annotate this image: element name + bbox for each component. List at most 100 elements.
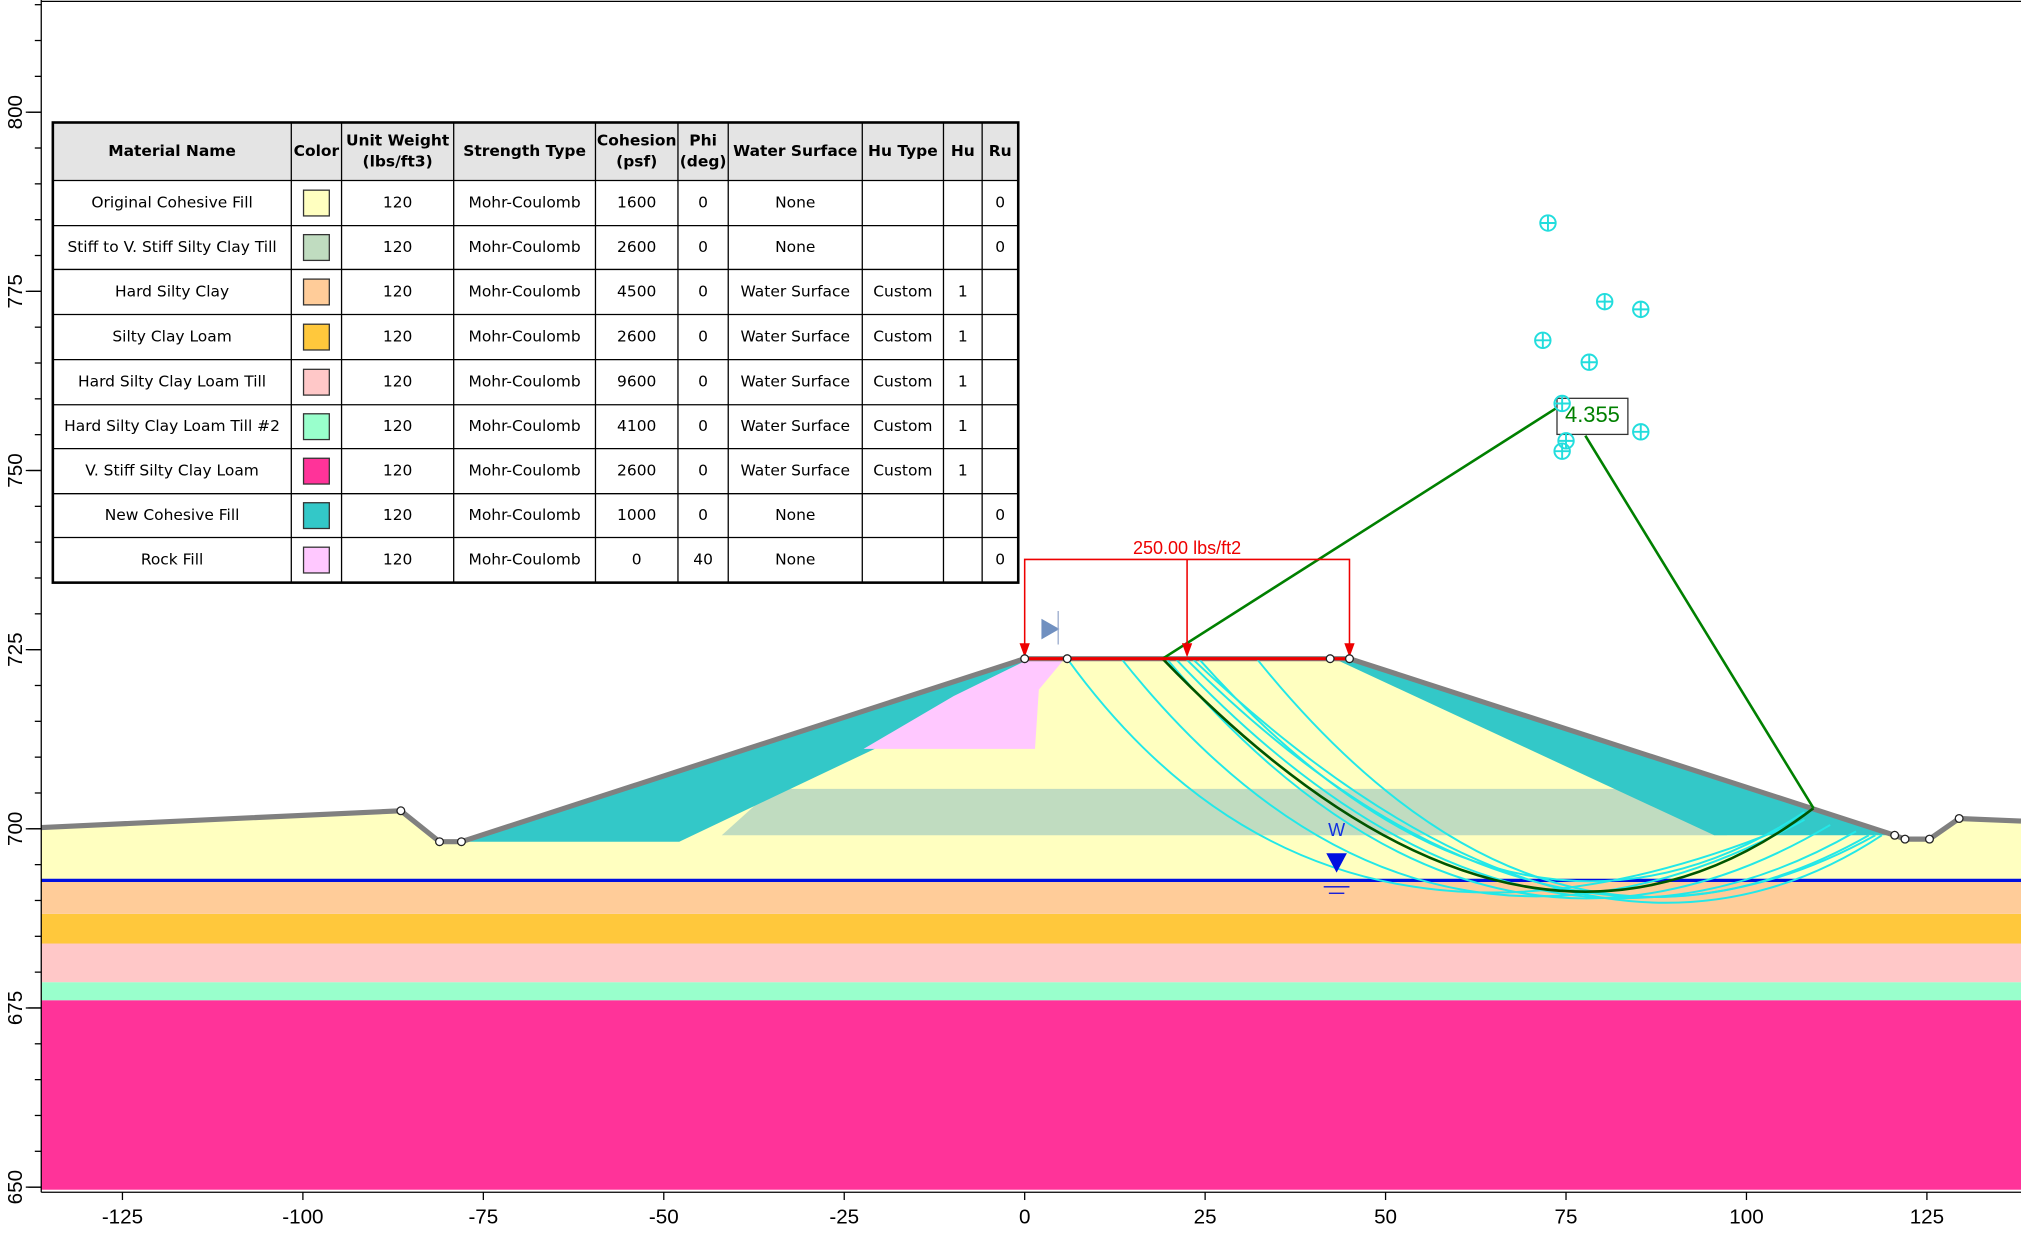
header-text: Material Name xyxy=(108,142,236,160)
x-tick-label: 75 xyxy=(1555,1206,1578,1229)
color-swatch xyxy=(302,457,330,485)
layer xyxy=(41,913,2021,944)
cell-text: Mohr-Coulomb xyxy=(468,417,580,435)
cell-text: 0 xyxy=(995,194,1005,212)
color-swatch xyxy=(302,502,330,530)
load-arrowheads xyxy=(1019,643,1355,658)
slip-surface xyxy=(1120,658,1805,898)
x-tick-label: 25 xyxy=(1194,1206,1217,1229)
cell-text: Custom xyxy=(873,328,932,346)
cell-text: 0 xyxy=(698,506,708,524)
cell-text: Water Surface xyxy=(741,462,850,480)
cell-text: 120 xyxy=(383,328,413,346)
vertex xyxy=(1344,654,1354,664)
x-tick-label: 125 xyxy=(1910,1206,1944,1229)
cell-text: Custom xyxy=(873,282,932,300)
cell-text: 2600 xyxy=(617,238,656,256)
layer xyxy=(41,1000,2021,1190)
cell-text: 1 xyxy=(958,282,968,300)
cell-text: Custom xyxy=(873,417,932,435)
x-tick-label: -50 xyxy=(649,1206,679,1229)
y-tick-label: 650 xyxy=(4,1170,27,1204)
table-border xyxy=(51,121,1020,584)
cell-text: 1600 xyxy=(617,194,656,212)
fos-box xyxy=(1556,397,1629,436)
cell-text: 120 xyxy=(383,462,413,480)
cell-text: None xyxy=(775,506,815,524)
slip-surface xyxy=(1165,658,1831,900)
water-label: W xyxy=(1328,820,1345,840)
vertex xyxy=(1900,834,1910,844)
cell-text: Rock Fill xyxy=(141,551,203,569)
cell-text: 9600 xyxy=(617,373,656,391)
vertex xyxy=(1890,830,1900,840)
x-tick-label: -125 xyxy=(102,1206,143,1229)
slip-centers xyxy=(1534,214,1650,460)
cell-text: Silty Clay Loam xyxy=(112,328,231,346)
cell-text: 120 xyxy=(383,506,413,524)
cell-text: Hard Silty Clay Loam Till #2 xyxy=(64,417,280,435)
center-cross xyxy=(1554,395,1570,412)
y-tick-label: 675 xyxy=(4,991,27,1025)
header-text: Ru xyxy=(989,142,1012,160)
cell-text: 0 xyxy=(698,373,708,391)
center-cross xyxy=(1540,215,1556,231)
vertex xyxy=(456,837,466,847)
header-bg xyxy=(52,122,1019,181)
cell-text: Hard Silty Clay Loam Till xyxy=(78,373,266,391)
cell-text: Stiff to V. Stiff Silty Clay Till xyxy=(67,238,276,256)
cell-text: Mohr-Coulomb xyxy=(468,194,580,212)
cell-text: V. Stiff Silty Clay Loam xyxy=(85,462,259,480)
header-text: Hu Type xyxy=(868,142,938,160)
cell-text: Mohr-Coulomb xyxy=(468,282,580,300)
x-tick-label: -75 xyxy=(468,1206,498,1229)
cell-text: 2600 xyxy=(617,328,656,346)
cell-text: 1 xyxy=(958,462,968,480)
vertex xyxy=(1020,654,1030,664)
cell-text: Mohr-Coulomb xyxy=(468,551,580,569)
cell-text: 120 xyxy=(383,551,413,569)
arrowhead xyxy=(1344,643,1355,658)
marker xyxy=(1041,618,1060,640)
center-cross xyxy=(1633,424,1649,440)
water-symbol xyxy=(1326,853,1347,873)
x-tick-label: 50 xyxy=(1374,1206,1397,1229)
layer xyxy=(863,658,1065,749)
x-tick-label: 0 xyxy=(1019,1206,1030,1229)
header-text: Cohesion xyxy=(597,132,677,150)
color-swatch xyxy=(302,546,330,574)
x-axis-band xyxy=(0,1192,2021,1231)
header-text: (deg) xyxy=(680,152,727,170)
layer xyxy=(461,658,1065,842)
vertex xyxy=(1325,654,1335,664)
cell-text: Water Surface xyxy=(741,417,850,435)
radius-line xyxy=(1584,435,1815,809)
soil-layers xyxy=(41,658,2021,1190)
cell-text: New Cohesive Fill xyxy=(105,506,240,524)
color-swatch xyxy=(302,278,330,306)
header-text: Water Surface xyxy=(733,142,857,160)
cell-text: 120 xyxy=(383,238,413,256)
layer xyxy=(721,788,1728,836)
cell-text: Mohr-Coulomb xyxy=(468,506,580,524)
center-cross xyxy=(1558,433,1574,449)
y-tick-label: 725 xyxy=(4,632,27,666)
cell-text: 0 xyxy=(995,238,1005,256)
cell-text: Mohr-Coulomb xyxy=(468,373,580,391)
cell-text: 120 xyxy=(383,282,413,300)
cell-text: 1 xyxy=(958,373,968,391)
header-text: Hu xyxy=(951,142,975,160)
slip-surface xyxy=(1066,658,1792,894)
header-text: (lbs/ft3) xyxy=(363,152,433,170)
table-bg xyxy=(52,122,1019,583)
cell-text: 0 xyxy=(698,417,708,435)
slip-surfaces xyxy=(1066,657,1883,904)
cell-text: Water Surface xyxy=(741,373,850,391)
cell-text: 120 xyxy=(383,417,413,435)
layer xyxy=(41,880,2021,914)
cell-text: 0 xyxy=(632,551,642,569)
center-cross xyxy=(1596,293,1613,310)
cell-text: 1 xyxy=(958,417,968,435)
center-cross xyxy=(1554,443,1570,459)
y-tick-label: 775 xyxy=(4,274,27,308)
